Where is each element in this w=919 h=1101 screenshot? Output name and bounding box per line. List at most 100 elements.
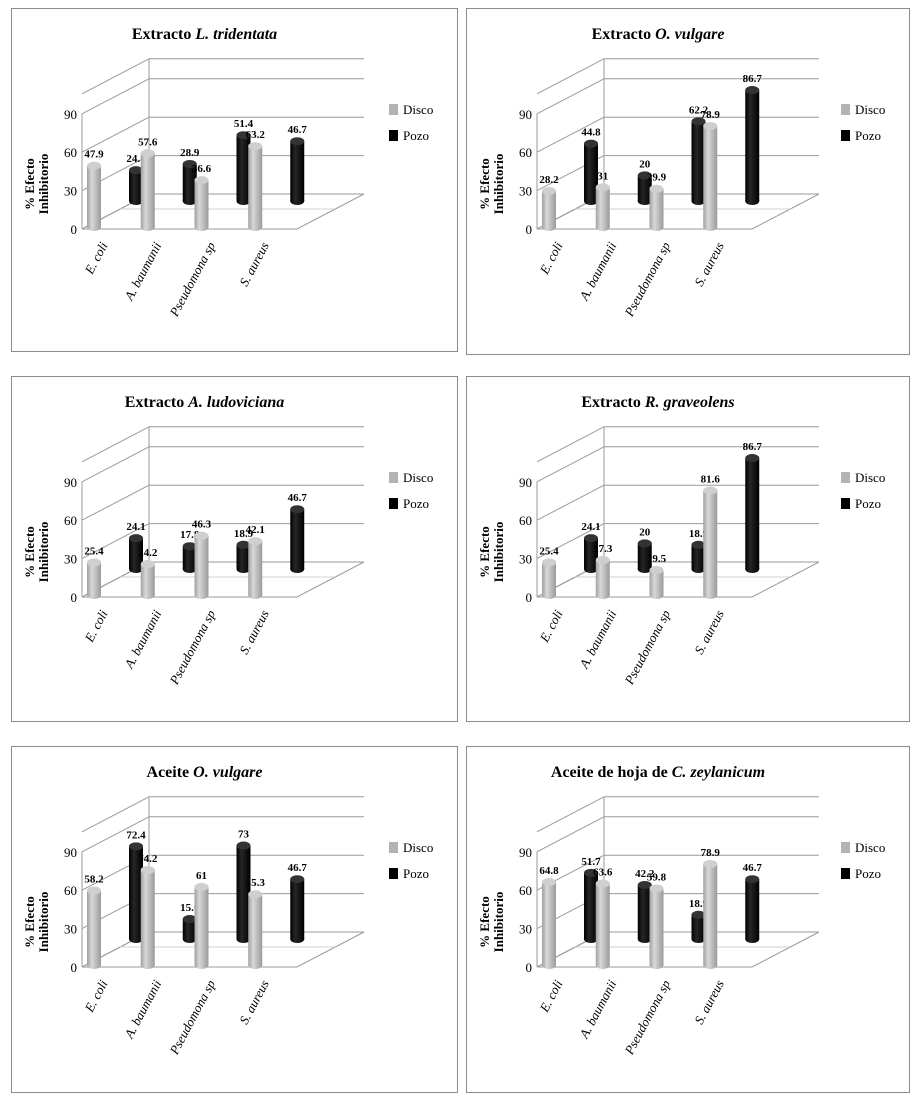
bar-pozo [182, 542, 197, 573]
y-axis-label-line1: % Efecto [477, 158, 492, 210]
bar-top-cap [290, 137, 305, 146]
y-tick-label: 30 [519, 922, 532, 937]
bar-top-cap [182, 915, 197, 924]
bar-body [637, 543, 652, 569]
chart-title-prefix: Extracto [581, 394, 645, 411]
y-axis-label-line1: % Efecto [22, 896, 37, 948]
legend-swatch-pozo [389, 130, 398, 141]
floor [536, 561, 820, 598]
y-tick-label: 90 [64, 107, 77, 122]
legend-label: Disco [403, 102, 433, 117]
bar-disco [87, 161, 101, 231]
bar-top-cap [542, 558, 556, 567]
bar-top-cap [194, 882, 209, 891]
data-label: 51.7 [581, 856, 601, 868]
bar-top-cap [637, 539, 652, 548]
category-label: E. coli [81, 607, 111, 645]
bar-disco [542, 186, 556, 231]
data-label: 74.2 [138, 853, 158, 865]
chart-title-species: O. vulgare [655, 26, 724, 43]
category-label: Pseudomona sp [621, 239, 673, 320]
bar-pozo [129, 842, 143, 943]
bar-top-cap [649, 884, 664, 893]
bar-body [542, 882, 556, 965]
bar-pozo [637, 539, 652, 573]
floor [536, 931, 820, 968]
bar-body [745, 879, 760, 939]
category-label: E. coli [536, 239, 566, 277]
bar-pozo [584, 534, 598, 573]
data-label: 78.9 [701, 847, 721, 859]
bar-top-cap [703, 486, 718, 495]
data-label: 86.7 [743, 441, 763, 453]
y-tick-label: 60 [519, 883, 532, 898]
category-label: E. coli [81, 239, 111, 277]
bar-disco [542, 558, 556, 599]
y-tick-label: 60 [519, 513, 532, 528]
gridline-side [536, 446, 605, 483]
bar-disco [140, 560, 155, 599]
bar-pozo [745, 454, 760, 573]
chart-title: Extracto A. ludoviciana [125, 394, 285, 411]
bar-top-cap [745, 875, 760, 884]
bar-pozo [129, 534, 143, 573]
chart-title: Extracto L. tridentata [132, 26, 277, 43]
y-tick-label: 0 [71, 222, 78, 237]
bar-disco [248, 142, 263, 231]
gridline-side-top [81, 58, 150, 95]
bar-body [236, 845, 251, 939]
legend-swatch-disco [389, 842, 398, 853]
chart-panel-c-zeylanicum: Aceite de hoja de C. zeylanicum 0 30 60 90 % … [466, 746, 910, 1093]
bar-top-cap [649, 566, 664, 575]
y-tick-label: 60 [519, 145, 532, 160]
chart-title-species: O. vulgare [193, 764, 262, 781]
y-axis-label-line2: Inhibitorio [36, 522, 51, 583]
data-label: 36.6 [192, 163, 212, 175]
bar-pozo [290, 137, 305, 205]
chart-title: Aceite O. vulgare [147, 764, 263, 781]
bar-top-cap [745, 86, 760, 95]
bar-body [584, 143, 598, 201]
y-tick-label: 30 [519, 552, 532, 567]
category-label: A. baumanii [121, 239, 165, 303]
bar-pozo [637, 171, 652, 205]
bar-body [248, 894, 263, 965]
category-label: S. aureus [691, 977, 727, 1026]
gridline-side [81, 116, 150, 153]
bar-top-cap [140, 866, 155, 875]
category-label: S. aureus [236, 977, 272, 1026]
gridline-side [81, 484, 150, 521]
bar-disco [140, 149, 155, 231]
y-tick-label: 0 [526, 590, 533, 605]
bar-disco [194, 176, 209, 231]
y-tick-label: 90 [519, 845, 532, 860]
legend-label: Pozo [855, 128, 881, 143]
category-label: E. coli [536, 607, 566, 645]
bar-top-cap [637, 880, 652, 889]
gridline-side [536, 116, 605, 153]
data-label: 28.2 [539, 174, 559, 186]
bar-disco [703, 860, 718, 969]
chart-svg: Extracto R. graveolens 0 30 60 90 % EfectoInh… [477, 394, 885, 688]
y-axis-label-line2: Inhibitorio [36, 154, 51, 215]
bar-top-cap [542, 186, 556, 195]
data-label: 24.2 [138, 547, 158, 559]
floor [81, 193, 365, 230]
y-axis-label: % EfectoInhibitorio [477, 522, 506, 583]
data-label: 78.9 [701, 109, 721, 121]
bar-top-cap [182, 160, 197, 169]
bar-body [248, 541, 263, 595]
data-label: 24.1 [126, 521, 145, 533]
bar-top-cap [87, 161, 101, 170]
bar-body [87, 165, 101, 227]
y-tick-label: 60 [64, 513, 77, 528]
legend-swatch-pozo [389, 498, 398, 509]
category-label: Pseudomona sp [621, 607, 673, 688]
bar-body [290, 879, 305, 939]
bar-pozo [129, 166, 143, 205]
bar-body [194, 535, 209, 595]
bar-pozo [691, 117, 706, 205]
data-label: 28.9 [180, 147, 200, 159]
data-label: 46.3 [192, 519, 212, 531]
bar-top-cap [691, 117, 706, 126]
